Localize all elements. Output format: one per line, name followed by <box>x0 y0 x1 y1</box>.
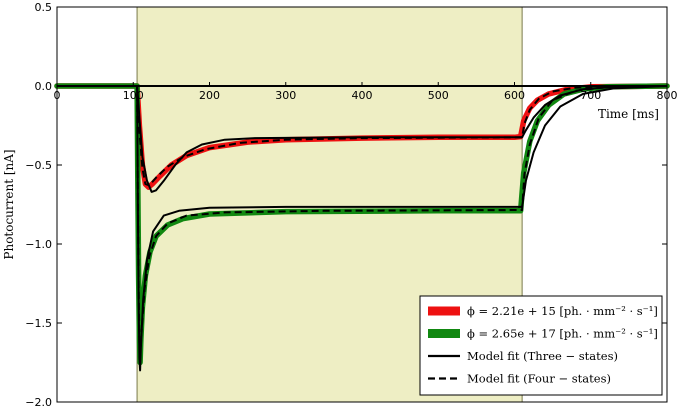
x-tick-label: 400 <box>352 89 373 102</box>
y-tick-label: −1.0 <box>25 238 52 251</box>
legend: ϕ = 2.21e + 15 [ph. · mm⁻² · s⁻¹] ϕ = 2.6… <box>419 295 663 396</box>
three-state-fit-line-2 <box>57 85 668 193</box>
y-tick-label: 0.5 <box>35 1 53 14</box>
legend-box <box>419 295 663 396</box>
x-tick-label: 200 <box>199 89 220 102</box>
x-tick-label: 300 <box>275 89 296 102</box>
y-tick-label: −1.5 <box>25 317 52 330</box>
plot-frame <box>56 6 668 403</box>
legend-label-4: Model fit (Four − states) <box>467 372 611 386</box>
x-tick-label: 700 <box>580 89 601 102</box>
x-axis-label: Time [ms] <box>598 107 659 121</box>
x-tick-label: 100 <box>123 89 144 102</box>
axes: 0 100 200 300 400 500 600 700 800 0.5 0.0 −0.5 −1.0 −… <box>25 1 677 408</box>
x-tick-label: 600 <box>504 89 525 102</box>
y-tick-label: −2.0 <box>25 396 52 408</box>
legend-label-1: ϕ = 2.21e + 15 [ph. · mm⁻² · s⁻¹] <box>467 304 658 318</box>
legend-label-3: Model fit (Three − states) <box>467 349 618 363</box>
x-tick-label: 0 <box>54 89 61 102</box>
legend-label-2: ϕ = 2.65e + 17 [ph. · mm⁻² · s⁻¹] <box>467 327 658 341</box>
four-state-fit-line-1 <box>57 85 668 187</box>
y-tick-label: 0.0 <box>35 80 53 93</box>
y-axis-label: Photocurrent [nA] <box>2 149 16 259</box>
x-tick-label: 800 <box>657 89 678 102</box>
plot-area <box>54 6 670 403</box>
x-tick-label: 500 <box>428 89 449 102</box>
y-tick-label: −0.5 <box>25 159 52 172</box>
